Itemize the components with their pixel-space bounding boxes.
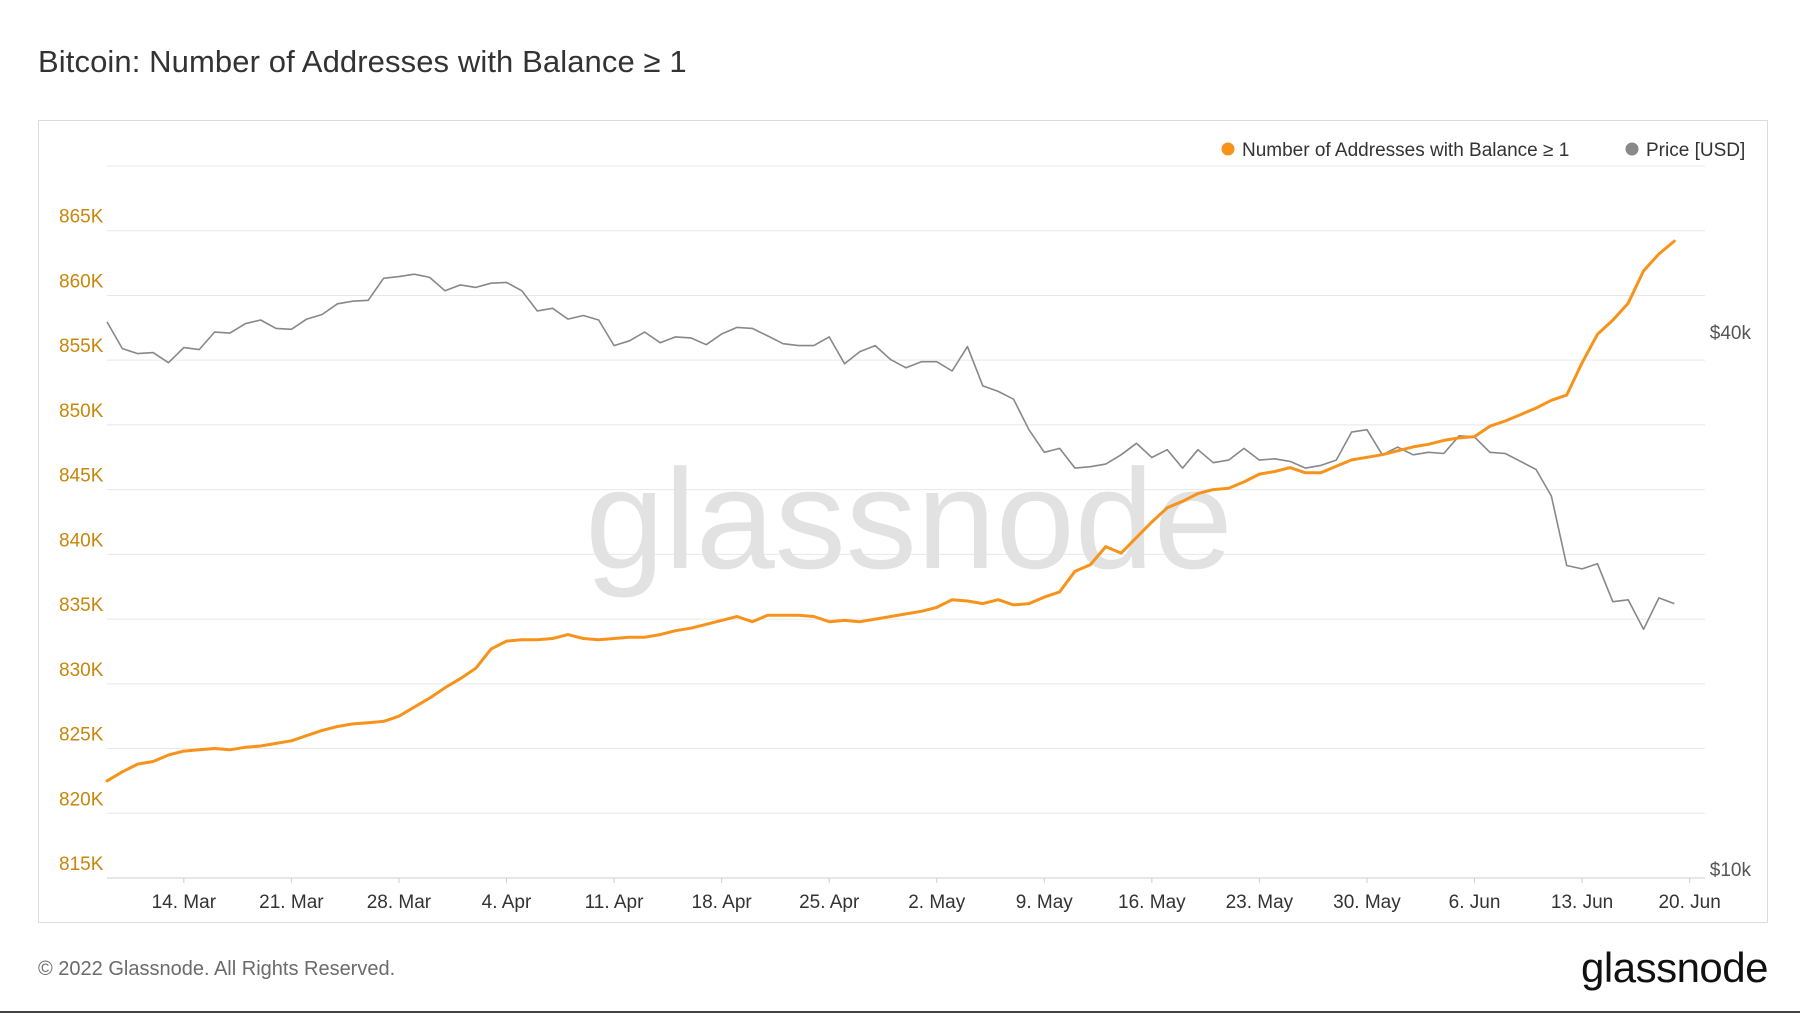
y-right-tick-label: $40k xyxy=(1710,323,1752,344)
chart-svg: glassnode 815K 820K 825K 830K 835K 840K 845K 85… xyxy=(59,140,1752,913)
x-tick-label: 25. Apr xyxy=(799,892,860,913)
legend-swatch-addresses xyxy=(1221,142,1235,156)
legend-label-price[interactable]: Price [USD] xyxy=(1646,140,1745,161)
footer-copyright: © 2022 Glassnode. All Rights Reserved. xyxy=(38,958,396,980)
y-tick-label: 815K xyxy=(59,854,104,875)
legend: Number of Addresses with Balance ≥ 1 Pric… xyxy=(1221,140,1745,161)
y-axis-right: $10k $40k xyxy=(1710,323,1752,881)
x-tick-label: 9. May xyxy=(1016,892,1074,913)
series xyxy=(105,239,1676,783)
legend-swatch-price xyxy=(1625,142,1639,156)
x-axis: 14. Mar 21. Mar 28. Mar 4. Apr 11. Apr 18. Ap… xyxy=(107,877,1721,913)
gridlines xyxy=(107,165,1705,879)
chart-area: glassnode 815K 820K 825K 830K 835K 840K 845K 85… xyxy=(38,120,1768,923)
x-tick-label: 30. May xyxy=(1333,892,1401,913)
y-tick-label: 860K xyxy=(59,271,104,292)
y-right-tick-label: $10k xyxy=(1710,860,1752,881)
y-tick-label: 855K xyxy=(59,336,104,357)
y-tick-label: 840K xyxy=(59,530,104,551)
y-tick-label: 850K xyxy=(59,401,104,422)
y-tick-label: 820K xyxy=(59,789,104,810)
x-tick-label: 23. May xyxy=(1226,892,1294,913)
chart-title: Bitcoin: Number of Addresses with Balanc… xyxy=(38,44,687,79)
y-tick-label: 865K xyxy=(59,207,104,228)
y-tick-label: 825K xyxy=(59,725,104,746)
y-tick-label: 835K xyxy=(59,595,104,616)
bottom-divider xyxy=(0,1011,1800,1013)
y-tick-label: 830K xyxy=(59,660,104,681)
x-tick-label: 13. Jun xyxy=(1551,892,1613,913)
legend-label-addresses[interactable]: Number of Addresses with Balance ≥ 1 xyxy=(1242,140,1569,161)
y-tick-label: 845K xyxy=(59,466,104,487)
x-tick-label: 28. Mar xyxy=(367,892,432,913)
watermark: glassnode xyxy=(585,440,1232,599)
x-tick-label: 4. Apr xyxy=(482,892,532,913)
x-tick-label: 2. May xyxy=(908,892,966,913)
y-axis-left: 815K 820K 825K 830K 835K 840K 845K 850K 855K 860K… xyxy=(59,207,104,875)
price-line xyxy=(106,273,1675,631)
footer-logo: glassnode xyxy=(1581,944,1768,991)
x-tick-label: 14. Mar xyxy=(152,892,217,913)
x-tick-label: 6. Jun xyxy=(1449,892,1501,913)
x-tick-label: 21. Mar xyxy=(259,892,324,913)
x-tick-label: 11. Apr xyxy=(585,892,644,913)
x-tick-label: 20. Jun xyxy=(1658,892,1720,913)
addresses-line xyxy=(105,239,1676,783)
x-tick-label: 18. Apr xyxy=(692,892,753,913)
x-tick-label: 16. May xyxy=(1118,892,1186,913)
